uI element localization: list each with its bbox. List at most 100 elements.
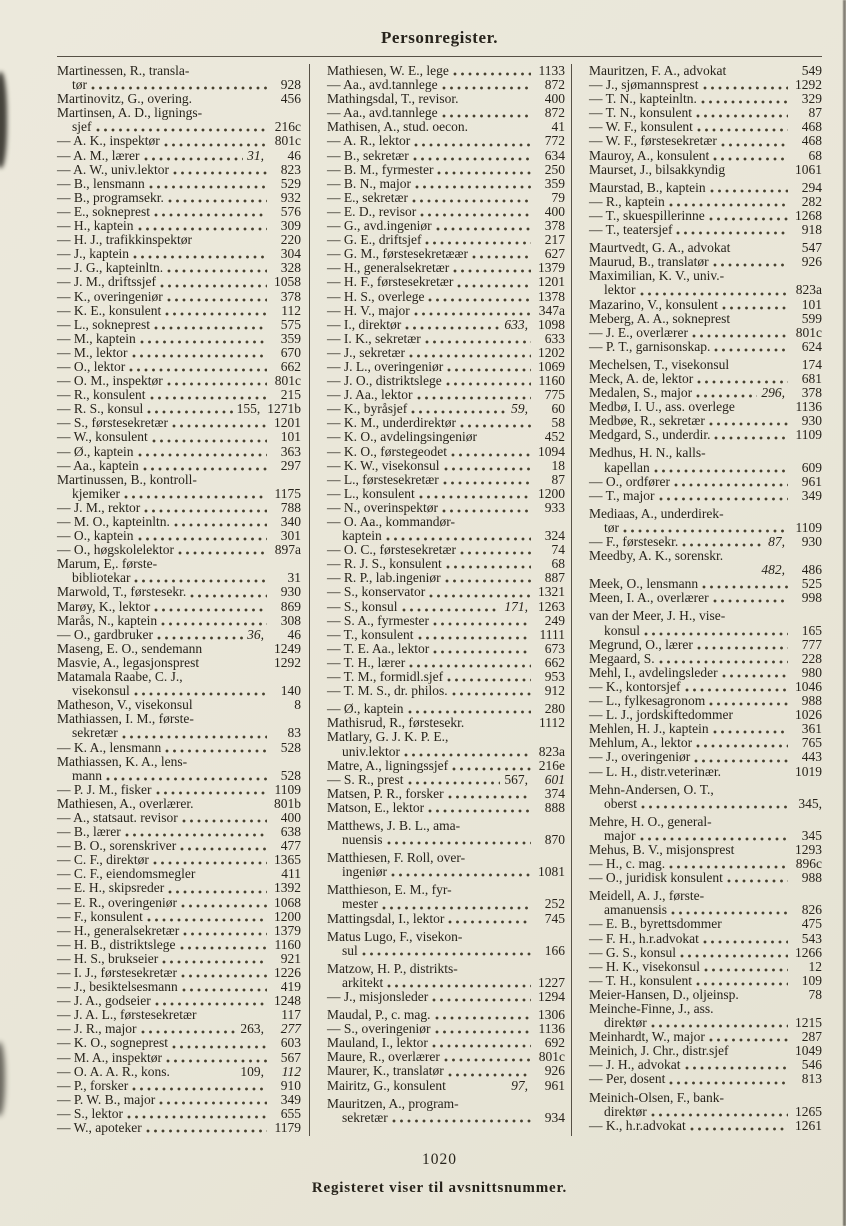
entry-page-ref: 961 [801, 473, 822, 489]
entry-name: tør [604, 519, 619, 535]
entry-name: — A. K., inspektør [57, 133, 160, 149]
entry-name: — J., besiktelsesmann [57, 979, 178, 995]
entry-page-ref: 887 [544, 570, 565, 586]
dot-leader [124, 833, 267, 838]
register-entry: — H. S., overlege 1378 [327, 289, 565, 304]
entry-page-ref: 872 [544, 77, 565, 93]
entry-page-ref: 896c [795, 856, 822, 872]
entry-page-ref: 988 [801, 870, 822, 886]
dot-leader [137, 227, 267, 232]
entry-page-ref: 930 [801, 534, 822, 549]
register-entry: Mediaas, A., underdirek-tør 1109 [589, 506, 822, 535]
dot-leader [91, 86, 267, 91]
entry-page-ref: 359 [280, 330, 301, 346]
entry-page-ref: 174 [801, 356, 822, 372]
entry-extra-ref: 87, [768, 534, 785, 549]
entry-page-ref: 46 [287, 626, 302, 642]
dot-leader [144, 509, 267, 513]
register-entry: — J. Aa., lektor 775 [327, 388, 565, 402]
entry-ref-line: konsul 165 [589, 623, 822, 638]
entry-ref-line: — T. N., kapteinltn. 329 [589, 92, 822, 106]
entry-page-ref: 1069 [538, 358, 565, 374]
dot-leader [447, 678, 531, 683]
entry-ref-line: — J. A. L., førstesekretær 117 [57, 1008, 301, 1022]
register-entry: — F., førstesekr. 87, 930 [589, 534, 822, 549]
entry-name: — C. F., direktør [57, 852, 149, 868]
entry-name: Meinhardt, W., major [589, 1029, 705, 1045]
dot-leader [409, 664, 531, 669]
entry-page-ref: 662 [544, 654, 565, 670]
entry-page-ref: 549 [801, 63, 822, 78]
entry-page-ref: 1293 [795, 841, 822, 857]
entry-name-line: Matthieson, E. M., fyr- [327, 882, 452, 898]
dot-leader [437, 170, 531, 175]
entry-ref-line: — T., konsulent 1111 [327, 627, 565, 642]
entry-ref-line: — J., besiktelsesmann 419 [57, 979, 301, 995]
entry-ref-line: — J. M., driftssjef 1058 [57, 275, 301, 289]
entry-ref-line: — L. H., distr.veterinær. 1019 [589, 763, 822, 779]
dot-leader [166, 1058, 267, 1063]
entry-name-line: Matlary, G. J. K. P. E., [327, 729, 449, 745]
entry-page-ref: 87 [551, 471, 566, 487]
dot-leader [712, 730, 788, 735]
register-entry: — H. F., førstesekretær 1201 [327, 275, 565, 289]
dot-leader [140, 1030, 237, 1035]
dot-leader [443, 466, 531, 471]
entry-name: — H., generalsekretær [327, 260, 450, 276]
entry-name: amanuensis [604, 902, 667, 918]
entry-ref-line: — P. J. M., fisker 1109 [57, 782, 301, 797]
entry-page-ref: 655 [280, 1105, 301, 1121]
dot-leader [696, 394, 758, 399]
entry-ref-line: Maurtvedt, G. A., advokat 547 [589, 241, 822, 255]
entry-ref-line: — H. F., førstesekretær 1201 [327, 275, 565, 289]
entry-page-ref: 468 [801, 133, 822, 149]
entry-page-ref: 662 [280, 358, 301, 374]
dot-leader [691, 333, 788, 338]
dot-leader [424, 339, 531, 344]
register-entry: — L., sokneprest 575 [57, 317, 301, 332]
entry-page-ref: 826 [801, 902, 822, 918]
entry-ref-line: — P. W. B., major 349 [57, 1092, 301, 1107]
dot-leader [671, 911, 788, 916]
entry-ref-line: — J. M., rektor 788 [57, 500, 301, 515]
entry-name: — S., konsul [327, 598, 398, 614]
entry-ref-line: — R. P., lab.ingeniør 887 [327, 571, 565, 585]
entry-name-line: Matthiesen, F. Roll, over- [327, 850, 466, 866]
register-entry: — T. E. Aa., lektor 673 [327, 641, 565, 656]
entry-page-ref: 1215 [795, 1015, 822, 1031]
entry-ref-line: — H. B., distriktslege 1160 [57, 937, 301, 952]
dot-leader [415, 184, 531, 189]
entry-ref-line: — T., teatersjef 918 [589, 222, 822, 237]
register-entry: — M. O., kapteinltn. 340 [57, 514, 301, 529]
entry-ref-line: — L., fylkesagronom 988 [589, 693, 822, 708]
entry-page-ref: 78 [808, 986, 823, 1002]
dot-leader [709, 188, 788, 193]
register-entry: Meck, A. de, lektor 681 [589, 371, 822, 386]
entry-page-ref: 166 [544, 942, 565, 958]
dot-leader [407, 710, 531, 715]
dot-leader [428, 297, 531, 302]
entry-ref-line: — H., generalsekretær 1379 [327, 261, 565, 275]
entry-name-line: Meedby, A. K., sorenskr. [589, 548, 724, 564]
entry-page-ref: 930 [280, 584, 301, 600]
entry-ref-line: — F., førstesekr. 87, 930 [589, 534, 822, 549]
register-entry: — T. N., kapteinltn. 329 [589, 92, 822, 106]
register-entry: — I. J., førstesekretær 1226 [57, 965, 301, 980]
footer-note: Registeret viser til avsnittsnummer. [311, 1180, 568, 1196]
entry-page-ref: 1306 [538, 1007, 565, 1023]
entry-ref-line: — S. R., prest 567, 601 [327, 772, 565, 787]
entry-page-ref: 1019 [795, 763, 822, 779]
register-entry: Maurud, B., translatør 926 [589, 255, 822, 269]
dot-leader [137, 537, 267, 542]
entry-ref-line: kaptein 324 [327, 528, 565, 543]
header-rule [57, 56, 822, 57]
register-entry: — H., generalsekretær 1379 [57, 923, 301, 938]
dot-leader [168, 889, 267, 894]
register-entry: Maurtvedt, G. A., advokat 547 [589, 241, 822, 255]
entry-extra-ref: 97, [511, 1077, 528, 1093]
register-entry: — I. K., sekretær 633 [327, 331, 565, 346]
entry-page-ref: 528 [280, 739, 301, 755]
entry-ref-line: — B., programsekr. 932 [57, 190, 301, 205]
dot-leader [148, 184, 267, 189]
entry-ref-line: — H., generalsekretær 1379 [57, 923, 301, 938]
